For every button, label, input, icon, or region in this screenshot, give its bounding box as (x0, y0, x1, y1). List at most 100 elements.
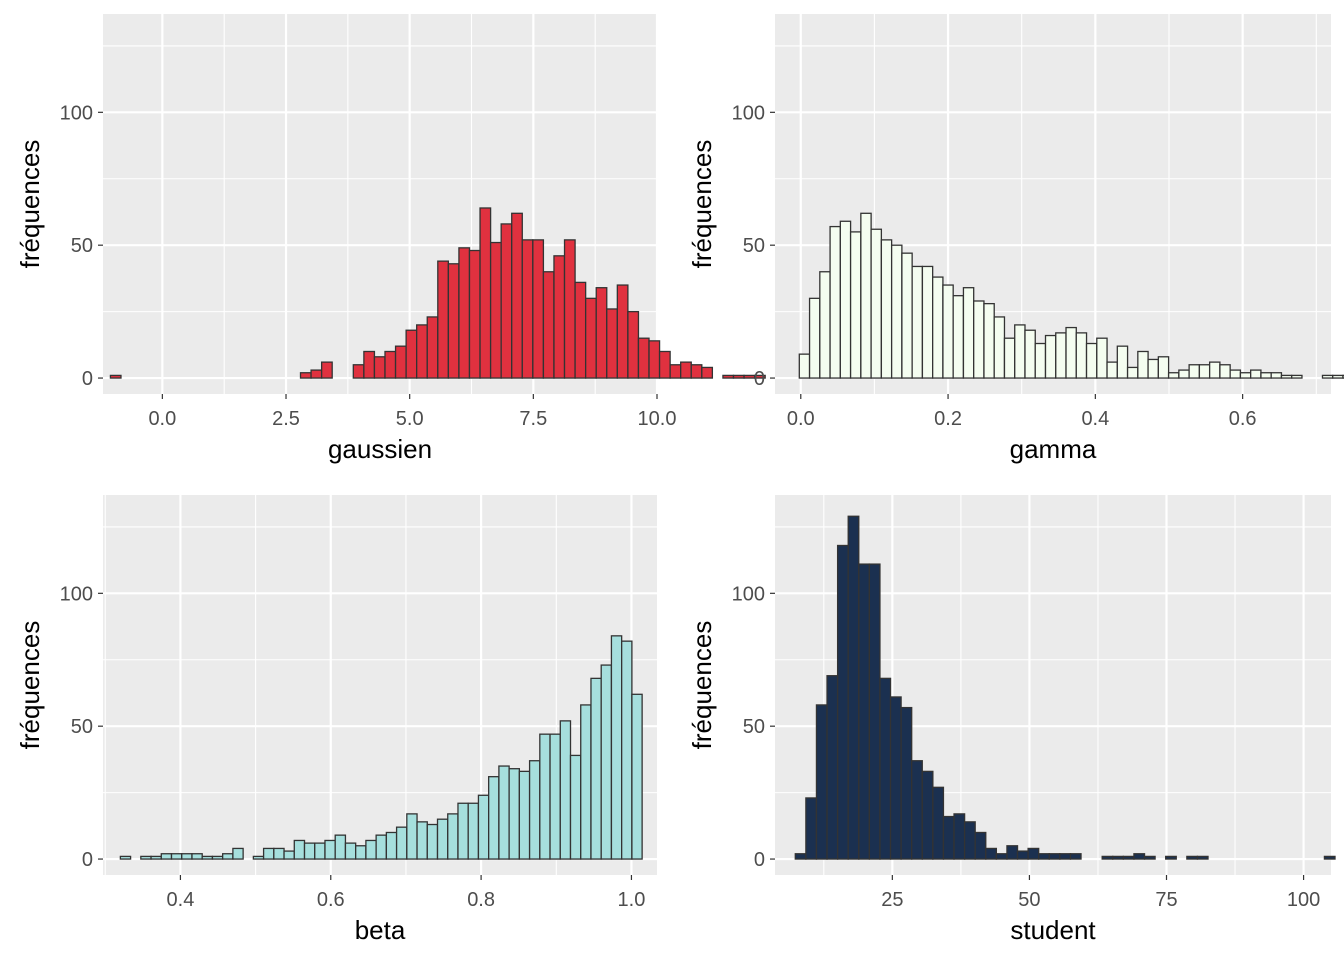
histogram-bar (447, 813, 459, 860)
x-tick-label: 50 (1018, 889, 1040, 911)
histogram-bar (590, 677, 602, 860)
histogram-bar (355, 845, 367, 860)
histogram-bar (569, 754, 582, 860)
histogram-bar (985, 847, 998, 860)
histogram-bar (532, 239, 545, 379)
histogram-bar (722, 374, 735, 379)
histogram-bar (508, 768, 521, 860)
x-axis-title: gaussien (328, 434, 432, 464)
histogram-bar (559, 720, 572, 860)
histogram-bar (1143, 855, 1156, 860)
x-tick-label: 0.4 (167, 889, 195, 911)
histogram-bar (942, 815, 955, 860)
histogram-bar (889, 696, 902, 860)
histogram-bar (363, 350, 376, 379)
histogram-bar (868, 563, 881, 860)
histogram-bar (191, 853, 203, 860)
histogram-bar (1075, 332, 1088, 379)
histogram-bar (1055, 332, 1067, 379)
histogram-bar (600, 664, 613, 860)
histogram-bar (488, 776, 500, 860)
histogram-bar (395, 826, 408, 860)
histogram-bar (1101, 855, 1114, 860)
histogram-bar (616, 284, 629, 379)
histogram-bar (1122, 855, 1135, 860)
histogram-bar (1208, 361, 1221, 379)
histogram-bar (690, 364, 703, 379)
histogram-bar (222, 853, 234, 860)
histogram-bar (211, 855, 224, 860)
histogram-bar (170, 853, 183, 860)
histogram-bar (1198, 364, 1211, 379)
histogram-bar (1239, 372, 1252, 379)
histogram-bar (109, 374, 122, 379)
histogram-bar (1016, 850, 1029, 860)
histogram-bar (680, 361, 692, 379)
histogram-bar (879, 677, 892, 860)
histogram-bar (953, 813, 966, 860)
histogram-bar (1188, 364, 1201, 379)
histogram-bar (574, 281, 587, 379)
histogram-bar (426, 316, 439, 379)
histogram-bar (1196, 855, 1209, 860)
histogram-bar (808, 297, 821, 379)
histogram-bar (314, 842, 326, 860)
histogram-bar (385, 831, 398, 860)
y-axis-title: fréquences (687, 140, 717, 269)
histogram-bar (406, 813, 418, 860)
histogram-bar (849, 231, 862, 379)
histogram-bar (819, 271, 831, 379)
histogram-bar (1147, 358, 1159, 379)
histogram-bar (232, 847, 244, 860)
histogram-bar (1014, 324, 1026, 379)
histogram-bar (1137, 350, 1149, 379)
histogram-bar (467, 802, 480, 860)
x-tick-label: 0.2 (934, 408, 962, 430)
histogram-bar (283, 850, 295, 860)
histogram-bar (375, 834, 388, 860)
histogram-bar (293, 839, 306, 860)
histogram-bar (365, 839, 377, 860)
histogram-bar (1250, 369, 1262, 379)
histogram-bar (826, 675, 839, 860)
y-tick-label: 50 (743, 716, 765, 738)
histogram-bar (262, 847, 275, 860)
histogram-bar (1165, 855, 1177, 860)
x-tick-label: 5.0 (396, 408, 424, 430)
histogram-gamma: 0 50 100 0.0 0.2 0.4 0.6 gamma fréquences (687, 14, 1344, 464)
histogram-bar (860, 212, 872, 379)
histogram-gaussien: 0 50 100 0.0 2.5 5.0 7.5 10.0 gaussien fréquences (15, 14, 766, 464)
histogram-bar (1085, 342, 1098, 379)
y-tick-label: 50 (71, 716, 93, 738)
histogram-bar (416, 324, 428, 379)
histogram-bar (542, 271, 555, 379)
histogram-bar (900, 706, 913, 860)
histogram-bar (669, 364, 682, 379)
histogram-bar (952, 295, 965, 379)
y-tick-label: 0 (82, 849, 93, 871)
histogram-bar (1157, 356, 1170, 379)
histogram-bar (1096, 337, 1108, 379)
y-axis-title: fréquences (15, 621, 45, 750)
histogram-bar (595, 287, 608, 379)
y-tick-label: 0 (754, 368, 765, 390)
histogram-bar (310, 369, 323, 379)
histogram-bar (457, 802, 469, 860)
histogram-bar (373, 356, 386, 379)
histogram-bar (1006, 845, 1019, 860)
histogram-bar (521, 239, 534, 379)
histogram-bar (563, 239, 576, 379)
histogram-bar (993, 316, 1006, 379)
histogram-bar (648, 340, 661, 379)
x-axis-title: gamma (1010, 434, 1097, 464)
histogram-bar (1219, 364, 1231, 379)
histogram-bar (1133, 853, 1146, 860)
histogram-bar (870, 228, 883, 379)
histogram-bar (1003, 337, 1016, 379)
histogram-bar (1126, 366, 1139, 379)
x-tick-label: 100 (1287, 889, 1320, 911)
histogram-bar (794, 853, 807, 860)
histogram-bar (1034, 342, 1047, 379)
histogram-bar (458, 247, 471, 379)
histogram-bar (1321, 374, 1334, 379)
